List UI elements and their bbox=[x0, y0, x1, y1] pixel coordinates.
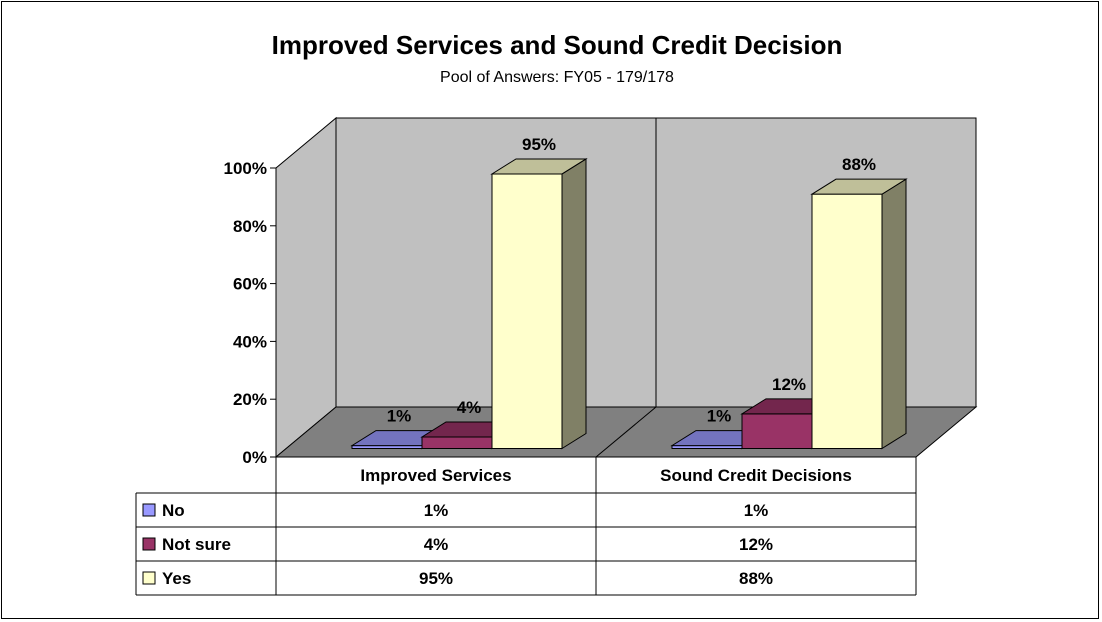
table-header-cell: Sound Credit Decisions bbox=[660, 466, 852, 485]
data-label: 1% bbox=[387, 407, 412, 426]
table-value-cell: 95% bbox=[419, 569, 453, 588]
y-tick-label: 40% bbox=[233, 332, 267, 351]
data-table: Improved Services Sound Credit Decisions N… bbox=[135, 456, 917, 596]
bar-yes-1 bbox=[490, 158, 588, 450]
legend-swatch bbox=[142, 571, 156, 585]
data-label: 12% bbox=[772, 375, 806, 394]
data-label: 4% bbox=[457, 398, 482, 417]
legend-swatch bbox=[142, 537, 156, 551]
bar-side bbox=[881, 178, 907, 450]
bar-front bbox=[741, 413, 813, 449]
y-tick-label: 100% bbox=[224, 159, 267, 178]
data-label: 88% bbox=[842, 155, 876, 174]
y-tick-label: 0% bbox=[242, 448, 267, 467]
bar-side bbox=[561, 158, 587, 450]
legend-swatch bbox=[142, 503, 156, 517]
bar-top bbox=[490, 158, 588, 175]
table-header-cell: Improved Services bbox=[360, 466, 511, 485]
bar-front bbox=[491, 173, 563, 449]
legend-entry: Yes bbox=[162, 569, 191, 588]
y-tick-label: 80% bbox=[233, 217, 267, 236]
data-label: 95% bbox=[522, 135, 556, 154]
table-value-cell: 4% bbox=[424, 535, 449, 554]
chart-title: Improved Services and Sound Credit Decis… bbox=[272, 30, 843, 60]
bar-front bbox=[811, 193, 883, 449]
bar-top bbox=[810, 178, 908, 195]
data-label: 1% bbox=[707, 407, 732, 426]
data-labels: 1% 4% 95% 1% 12% 88% bbox=[387, 135, 876, 426]
table-value-cell: 1% bbox=[424, 501, 449, 520]
bar-yes-2 bbox=[810, 178, 908, 450]
y-tick-label: 20% bbox=[233, 390, 267, 409]
table-value-cell: 12% bbox=[739, 535, 773, 554]
side-wall bbox=[275, 116, 337, 459]
table-value-cell: 88% bbox=[739, 569, 773, 588]
floor-divider bbox=[595, 406, 657, 458]
bars bbox=[350, 158, 908, 450]
y-axis: 0% 20% 40% 60% 80% 100% bbox=[224, 159, 276, 467]
chart-subtitle: Pool of Answers: FY05 - 179/178 bbox=[440, 69, 674, 86]
y-tick-label: 60% bbox=[233, 275, 267, 294]
legend-entry: Not sure bbox=[162, 535, 231, 554]
legend-entry: No bbox=[162, 501, 185, 520]
bar-front bbox=[421, 436, 493, 449]
table-value-cell: 1% bbox=[744, 501, 769, 520]
